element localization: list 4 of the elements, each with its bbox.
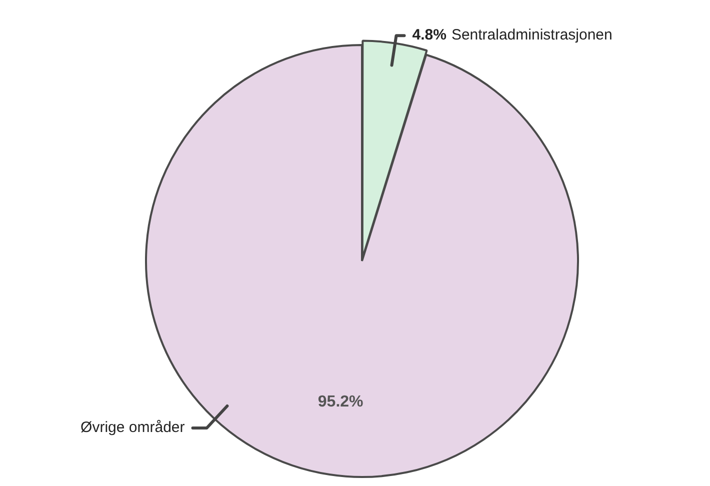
slice-label: Øvrige områder bbox=[80, 419, 185, 436]
slice-label: Sentraladministrasjonen bbox=[451, 26, 612, 44]
data-label: 4.8% bbox=[412, 26, 446, 44]
data-label: 95.2% bbox=[318, 393, 364, 410]
